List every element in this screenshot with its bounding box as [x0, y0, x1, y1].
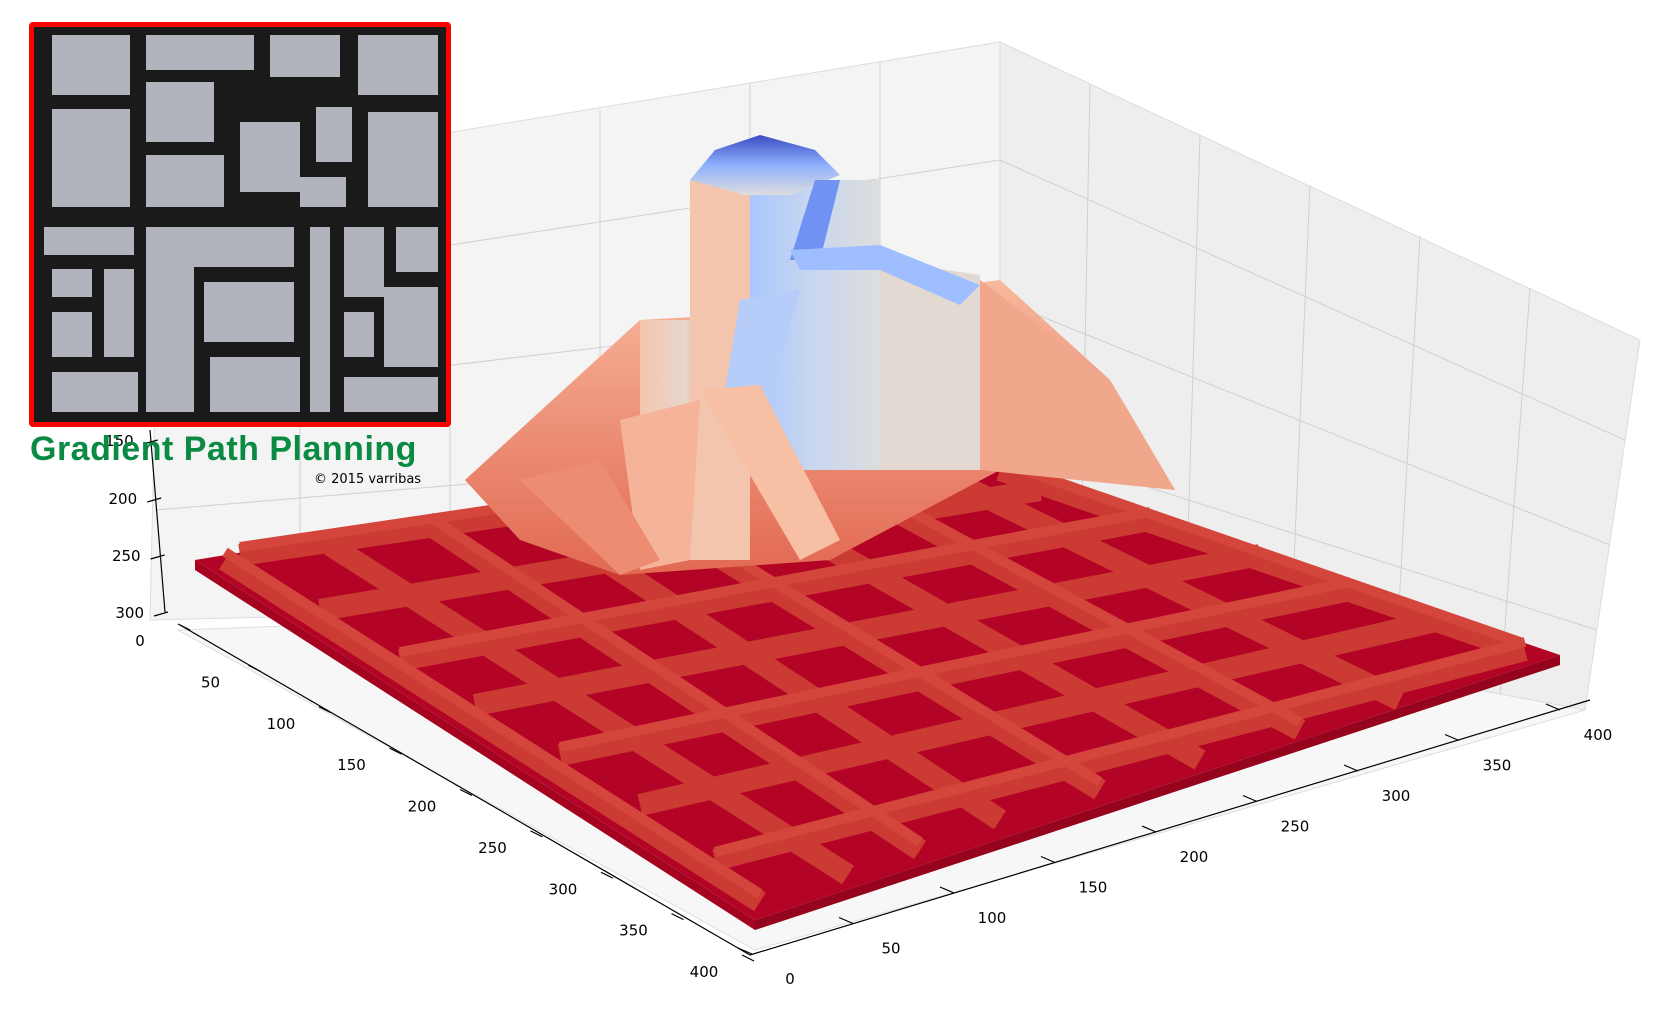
x-tick-250-mark	[1242, 794, 1258, 803]
x-tick-100-label: 100	[978, 909, 1007, 927]
copyright-text: © 2015 varribas	[314, 472, 422, 487]
y-tick-150-label: 150	[337, 756, 366, 774]
z-tick-250-label: 250	[112, 547, 141, 565]
x-tick-400-mark	[1545, 703, 1561, 711]
z-axis-ticks: 150 200 250 300	[105, 432, 169, 622]
x-tick-350-label: 350	[1483, 757, 1512, 775]
x-tick-400-label: 400	[1584, 726, 1613, 744]
y-tick-400-label: 400	[690, 963, 719, 981]
z-tick-250-mark	[150, 554, 165, 560]
y-tick-100-mark	[318, 706, 332, 714]
z-tick-300-label: 300	[115, 604, 144, 622]
z-tick-300-mark	[153, 611, 169, 617]
axis-lines	[149, 429, 1591, 956]
x-tick-0-mark	[737, 947, 753, 955]
x-tick-100-mark	[939, 886, 955, 894]
y-tick-50-label: 50	[201, 673, 220, 691]
y-tick-200-mark	[459, 788, 473, 797]
x-tick-250-label: 250	[1281, 818, 1310, 836]
y-tick-0-label: 0	[135, 632, 145, 650]
x-tick-150-label: 150	[1079, 879, 1108, 897]
z-tick-150-mark	[143, 439, 158, 445]
x-tick-350-mark	[1444, 733, 1460, 742]
maze-inset	[29, 22, 451, 427]
z-tick-200-label: 200	[109, 490, 138, 508]
x-tick-300-label: 300	[1382, 787, 1411, 805]
y-tick-250-mark	[530, 830, 543, 838]
y-axis-ticks: 0 50 100 150 200 250 300 350 400	[135, 623, 755, 981]
z-tick-200-mark	[146, 497, 162, 503]
x-tick-50-mark	[838, 916, 854, 925]
y-tick-100-label: 100	[267, 715, 296, 733]
y-tick-300-mark	[600, 871, 614, 879]
z-tick-150-label: 150	[105, 432, 134, 450]
x-tick-50-label: 50	[881, 940, 900, 958]
y-tick-300-label: 300	[549, 880, 578, 898]
x-tick-150-mark	[1040, 855, 1056, 864]
x-tick-0-label: 0	[785, 970, 795, 988]
surface-gradient-peak	[465, 135, 1175, 575]
chart-title: Gradient Path Planning	[30, 430, 417, 468]
y-tick-400-mark	[741, 954, 755, 962]
y-tick-50-mark	[248, 664, 261, 672]
x-tick-200-mark	[1141, 825, 1157, 833]
y-tick-200-label: 200	[408, 798, 437, 816]
x-tick-300-mark	[1343, 764, 1359, 772]
y-tick-250-label: 250	[478, 839, 507, 857]
y-tick-350-mark	[671, 913, 684, 921]
y-tick-350-label: 350	[619, 922, 648, 940]
x-axis-ticks: 0 50 100 150 200 250 300 350 400	[737, 703, 1613, 988]
x-tick-200-label: 200	[1180, 848, 1209, 866]
maze-map	[34, 27, 446, 422]
y-tick-150-mark	[389, 747, 402, 755]
y-tick-0-mark	[177, 623, 191, 631]
